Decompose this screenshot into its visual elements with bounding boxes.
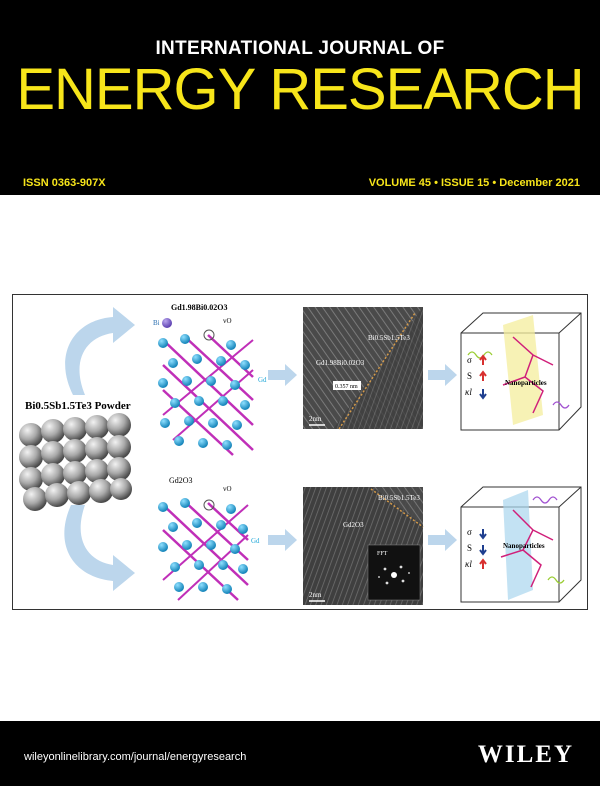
tem-top-scale: 2nm: [309, 415, 322, 423]
arrow-to-model-top: [428, 364, 457, 386]
kappa-top: κl: [465, 387, 472, 397]
issue-info-bar: ISSN 0363-907X VOLUME 45 • ISSUE 15 • De…: [0, 172, 600, 194]
cover-header: INTERNATIONAL JOURNAL OF ENERGY RESEARCH…: [0, 0, 600, 195]
bi-label: Bi: [153, 319, 160, 327]
nanoparticles-label-bottom: Nanoparticles: [503, 542, 545, 550]
powder-label: Bi0.5Sb1.5Te3 Powder: [25, 400, 131, 412]
bottom-oxide-label: Gd2O3: [169, 476, 193, 485]
tem-image-bottom: Bi0.5Sb1.5Te3 Gd2O3 FFT 2nm: [303, 487, 424, 605]
vo-label-bottom: vO: [223, 485, 232, 493]
arrow-to-tem-top: [268, 364, 297, 386]
arrow-to-tem-bottom: [268, 529, 297, 551]
seebeck-top: S: [467, 371, 472, 381]
volume-issue-date: VOLUME 45 • ISSUE 15 • December 2021: [368, 177, 580, 189]
tem-top-matrix: Bi0.5Sb1.5Te3: [368, 334, 410, 342]
sigma-bottom: σ: [467, 527, 472, 537]
model-top: σ S κl Nanoparticles: [460, 312, 582, 431]
cover-figure: Bi0.5Sb1.5Te3 Powder Gd1.98Bi0.02O3 Bi v…: [12, 294, 588, 610]
journal-title-line2: ENERGY RESEARCH: [16, 57, 584, 122]
fft-label: FFT: [377, 551, 388, 557]
powder-spheres: [19, 413, 132, 511]
arrow-to-model-bottom: [428, 529, 457, 551]
model-bottom: σ S κl Nanoparticles: [460, 486, 582, 603]
nanoparticles-label-top: Nanoparticles: [505, 379, 547, 387]
sigma-top: σ: [467, 355, 472, 365]
crystal-top: [158, 329, 254, 456]
curved-arrow-up: [65, 307, 135, 395]
gd-label-top: Gd: [258, 376, 267, 384]
cover-footer: wileyonlinelibrary.com/journal/energyres…: [0, 721, 600, 786]
journal-url: wileyonlinelibrary.com/journal/energyres…: [24, 751, 247, 763]
tem-bottom-matrix: Bi0.5Sb1.5Te3: [378, 494, 420, 502]
tem-image-top: Bi0.5Sb1.5Te3 Gd1.98Bi0.02O3 0.357 nm 2n…: [303, 307, 423, 430]
tem-top-particle: Gd1.98Bi0.02O3: [316, 359, 365, 367]
kappa-bottom: κl: [465, 559, 472, 569]
issn-number: ISSN 0363-907X: [23, 177, 106, 189]
gd-label-bottom: Gd: [251, 537, 260, 545]
vo-label-top: vO: [223, 317, 232, 325]
top-oxide-label: Gd1.98Bi0.02O3: [171, 303, 227, 312]
journal-title-line1: INTERNATIONAL JOURNAL OF: [155, 38, 445, 59]
curved-arrow-down: [64, 505, 135, 591]
publisher-logo: WILEY: [477, 741, 574, 768]
crystal-bottom: [158, 498, 249, 601]
tem-bottom-scale: 2nm: [309, 591, 322, 599]
tem-bottom-particle: Gd2O3: [343, 521, 364, 529]
figure-graphic: Bi0.5Sb1.5Te3 Powder Gd1.98Bi0.02O3 Bi v…: [19, 303, 582, 605]
bi-atom: [162, 318, 172, 328]
tem-top-dspacing: 0.357 nm: [335, 384, 358, 390]
seebeck-bottom: S: [467, 543, 472, 553]
